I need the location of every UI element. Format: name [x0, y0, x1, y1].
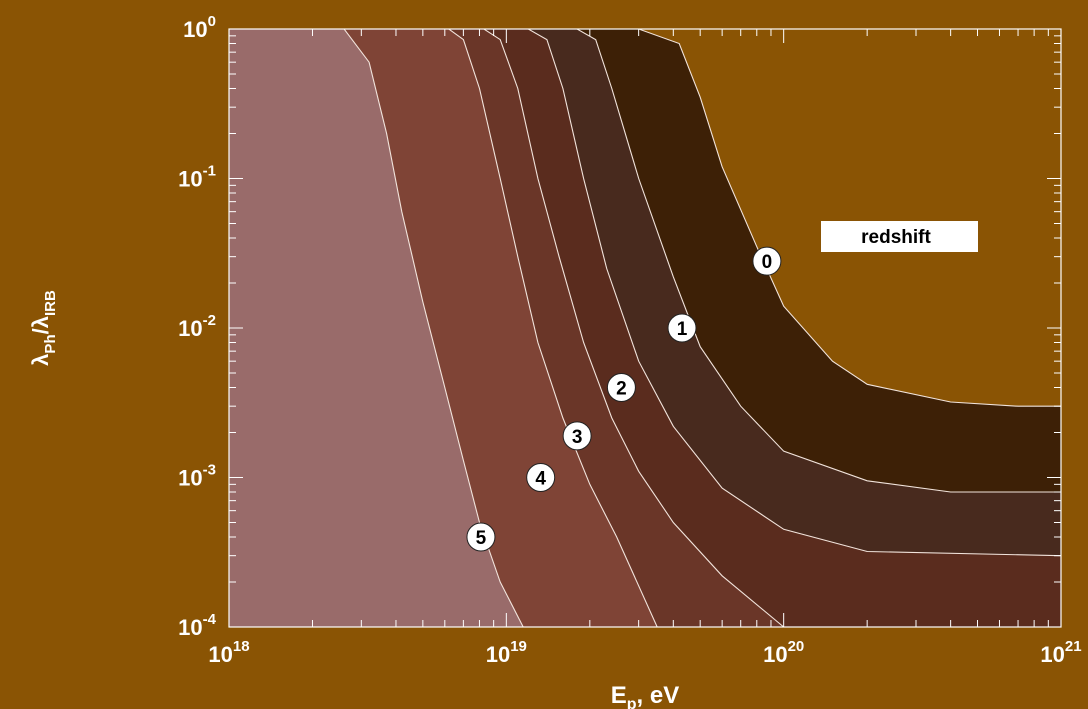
- area-layer: [229, 29, 1061, 627]
- x-tick-label: 1021: [1040, 638, 1081, 667]
- redshift-4-badge-circle: [526, 463, 556, 492]
- legend-box: [821, 221, 978, 252]
- redshift-5-badge: 5: [466, 522, 496, 552]
- redshift-1-curve: [229, 28, 1061, 493]
- x-axis-title: Ep, eV: [611, 682, 680, 709]
- redshift-0-curve: [229, 28, 1061, 407]
- plot-frame: [228, 28, 1062, 628]
- x-axis-title-rest: , eV: [637, 682, 680, 709]
- y-axis-title: λPh/λIRB: [28, 290, 59, 366]
- redshift-3-badge-label: 3: [572, 427, 583, 448]
- y-axis-title-sub1: Ph: [42, 334, 59, 353]
- redshift-4-badge-label: 4: [535, 469, 546, 490]
- redshift-1-badge: 1: [667, 313, 697, 343]
- y-axis-title-main: λ: [28, 354, 53, 366]
- y-tick-label: 10-4: [178, 611, 216, 640]
- redshift-0-badge-circle: [752, 246, 782, 276]
- redshift-5-badge-circle: [466, 522, 496, 552]
- y-tick-label: 10-2: [178, 312, 216, 341]
- redshift-3-badge: 3: [562, 421, 592, 451]
- legend: redshift: [821, 221, 978, 252]
- redshift-5-badge-label: 5: [476, 528, 487, 549]
- redshift-2-badge-label: 2: [616, 378, 627, 399]
- redshift-2-badge-circle: [606, 372, 636, 402]
- redshift-3-curve: [229, 28, 785, 628]
- redshift-0-badge: 0: [752, 246, 782, 276]
- legend-label: redshift: [861, 227, 931, 248]
- y-axis-title-sub2: IRB: [42, 290, 59, 316]
- redshift-5-region: [229, 29, 524, 627]
- x-tick-label: 1019: [486, 638, 527, 667]
- x-axis-title-main: E: [611, 682, 627, 709]
- x-tick-label: 1018: [208, 638, 249, 667]
- y-tick-label: 10-1: [178, 163, 216, 192]
- redshift-1-badge-label: 1: [677, 319, 688, 340]
- redshift-2-badge: 2: [606, 372, 636, 402]
- redshift-2-curve: [229, 28, 1062, 557]
- redshift-0-badge-label: 0: [762, 252, 773, 273]
- x-tick-label: 1020: [763, 638, 804, 667]
- redshift-1-badge-circle: [667, 313, 697, 343]
- redshift-3-badge-circle: [562, 421, 592, 451]
- redshift-4-badge: 4: [526, 463, 556, 492]
- curve-label-layer: 0 1 2 3 4 5: [466, 246, 782, 552]
- y-tick-label: 10-3: [178, 462, 216, 491]
- y-tick-label: 100: [183, 13, 216, 42]
- y-axis-title-slash: /λ: [28, 316, 53, 334]
- x-axis-title-sub: p: [627, 696, 637, 709]
- redshift-4-curve: [229, 28, 658, 628]
